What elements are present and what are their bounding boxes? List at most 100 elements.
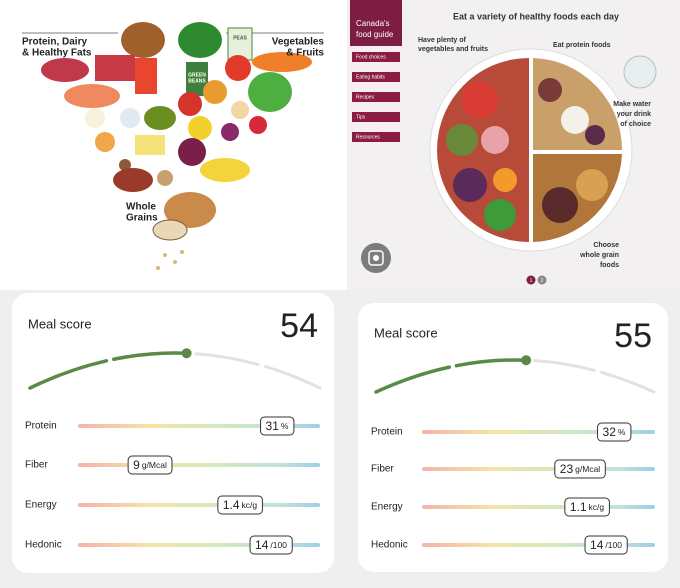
metric-badge: 1.4 kc/g — [217, 495, 263, 515]
package-label: GREEN — [188, 72, 206, 78]
card-title: Meal score — [28, 316, 92, 331]
menu: Food choices Eating habits Recipes Tips Reso… — [352, 52, 400, 142]
metric-bar — [422, 505, 655, 509]
metric-unit: /100 — [605, 540, 622, 550]
metric-badge: 32% — [597, 422, 632, 442]
metric-value: 1.1 — [570, 500, 587, 514]
metric-badge: 23 g/Mcal — [554, 459, 606, 479]
group-label: Protein, Dairy — [22, 37, 87, 48]
page-dot[interactable]: 1 — [530, 278, 533, 284]
food-heart-panel: Protein, Dairy & Healthy Fats Vegetables… — [0, 0, 342, 284]
badge-text: 32% — [603, 425, 626, 439]
callout: Have plenty of — [418, 37, 467, 44]
menu-item[interactable]: Resources — [356, 134, 380, 140]
metric-bar — [78, 503, 320, 507]
badge-box — [249, 535, 293, 555]
metric-label: Energy — [25, 500, 57, 511]
metric-unit: kc/g — [242, 500, 258, 510]
callout: Eat protein foods — [553, 42, 611, 49]
menu-button[interactable] — [352, 92, 400, 102]
metric-label: Hedonic — [371, 540, 408, 551]
metric-unit: % — [281, 421, 289, 431]
brand: Canada's — [356, 19, 390, 28]
metric-value: 14 — [255, 538, 269, 552]
arc-dot — [181, 348, 192, 359]
metric-label: Protein — [371, 427, 403, 438]
heading: Eat a variety of healthy foods each day — [453, 11, 619, 21]
arc-dot — [521, 355, 532, 366]
metric-label: Fiber — [371, 464, 394, 475]
menu-button[interactable] — [352, 72, 400, 82]
menu-item[interactable]: Recipes — [356, 94, 375, 100]
food-guide-panel: Canada's food guide Food choices Eating h… — [347, 0, 680, 290]
menu-button[interactable] — [352, 132, 400, 142]
arc-track — [374, 358, 656, 394]
plate — [429, 48, 633, 252]
card-title: Meal score — [374, 325, 438, 340]
metric-unit: % — [618, 427, 626, 437]
metric-badge: 14/100 — [584, 535, 628, 555]
menu-item[interactable]: Eating habits — [356, 74, 385, 80]
metric-bar — [78, 463, 320, 467]
score-card: Meal score 54 Protein 31 % Fiber 9 g/Mcal Energy… — [12, 293, 334, 573]
group-label: & Fruits — [286, 48, 324, 59]
callout: Choose — [593, 242, 619, 249]
metric-value: 9 — [133, 458, 140, 472]
score-card: Meal score 55 Protein 32 % Fiber 23 g/Mcal Energ… — [358, 303, 668, 572]
menu-item[interactable]: Food choices — [356, 54, 386, 60]
group-label: Vegetables — [272, 37, 325, 48]
badge-text: 14/100 — [255, 538, 287, 552]
metric-badge: 9 g/Mcal — [127, 455, 173, 475]
badge-text: 14/100 — [590, 538, 622, 552]
metric-unit: g/Mcal — [142, 460, 167, 470]
badge-box — [554, 459, 606, 479]
callout: your drink — [617, 111, 651, 118]
metric-unit: g/Mcal — [575, 464, 600, 474]
arc-track — [28, 351, 322, 390]
metric-label: Energy — [371, 502, 403, 513]
metric-bar — [422, 467, 655, 471]
package-label: BEANS — [188, 78, 206, 84]
metric-bar — [422, 430, 655, 434]
arc-progress — [28, 351, 322, 390]
badge-text: 23 g/Mcal — [560, 462, 601, 476]
menu-button[interactable] — [352, 112, 400, 122]
badge-box — [260, 416, 295, 436]
group-label: Whole — [126, 202, 156, 213]
metric-label: Protein — [25, 421, 57, 432]
metric-badge: 31% — [260, 416, 295, 436]
metric-value: 14 — [590, 538, 604, 552]
badge-text: 9 g/Mcal — [133, 458, 167, 472]
badge-text: 1.4 kc/g — [223, 498, 258, 512]
callout: foods — [600, 262, 619, 269]
arc-progress — [374, 358, 656, 394]
package-label: PEAS — [233, 35, 247, 41]
metric-value: 23 — [560, 462, 574, 476]
callout: of choice — [620, 121, 651, 128]
metric-bar — [78, 424, 320, 428]
badge-box — [584, 535, 628, 555]
metric-unit: /100 — [270, 540, 287, 550]
brand: food guide — [356, 30, 394, 39]
badge-box — [564, 497, 610, 517]
food-illustration — [41, 22, 312, 270]
metric-badge: 1.1 kc/g — [564, 497, 610, 517]
badge-box — [127, 455, 173, 475]
metric-unit: kc/g — [589, 502, 605, 512]
lens-button[interactable] — [361, 243, 391, 273]
metric-label: Hedonic — [25, 540, 62, 551]
menu-item[interactable]: Tips — [356, 114, 366, 120]
metric-value: 1.4 — [223, 498, 240, 512]
page-dot[interactable]: 2 — [541, 278, 544, 284]
menu-button[interactable] — [352, 52, 400, 62]
badge-text: 1.1 kc/g — [570, 500, 605, 514]
badge-box — [597, 422, 632, 442]
metric-value: 31 — [266, 419, 280, 433]
score: 54 — [280, 307, 318, 345]
metric-value: 32 — [603, 425, 617, 439]
badge-text: 31% — [266, 419, 289, 433]
score: 55 — [614, 317, 652, 355]
group-label: Grains — [126, 213, 158, 224]
